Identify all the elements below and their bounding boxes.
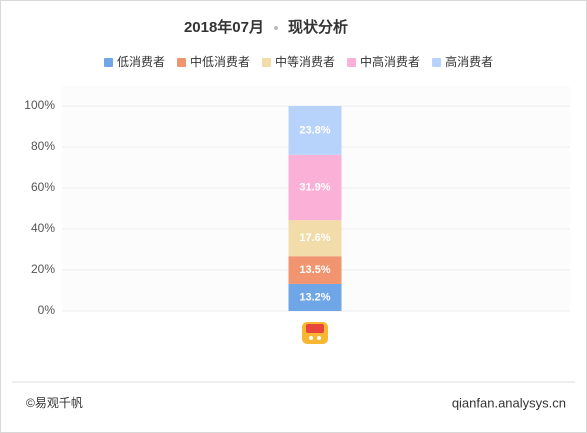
legend-swatch bbox=[347, 58, 357, 67]
bar-segment bbox=[288, 106, 342, 155]
legend: 低消费者 中低消费者 中等消费者 中高消费者 高消费者 bbox=[104, 54, 493, 69]
legend-label: 低消费者 bbox=[117, 55, 165, 69]
legend-label: 中低消费者 bbox=[190, 54, 250, 69]
value-label: 13.5% bbox=[299, 264, 330, 276]
bar-segment bbox=[288, 154, 342, 221]
legend-swatch bbox=[262, 58, 272, 67]
value-label: 13.2% bbox=[299, 291, 330, 303]
bar-segment bbox=[288, 283, 342, 311]
title-dot bbox=[274, 26, 278, 30]
y-tick-label: 60% bbox=[31, 180, 55, 194]
legend-swatch bbox=[177, 58, 187, 67]
footer-right: qianfan.analysys.cn bbox=[452, 395, 566, 410]
bar-segment bbox=[288, 256, 342, 284]
y-tick-label: 80% bbox=[31, 139, 55, 153]
legend-label: 中等消费者 bbox=[275, 54, 335, 69]
legend-swatch bbox=[432, 58, 442, 67]
chart-title: 2018年07月 bbox=[184, 18, 264, 36]
value-label: 31.9% bbox=[299, 181, 330, 193]
value-label: 23.8% bbox=[299, 124, 330, 136]
y-tick-label: 100% bbox=[24, 98, 55, 112]
legend-swatch bbox=[104, 58, 113, 67]
legend-label: 中高消费者 bbox=[360, 54, 420, 69]
y-tick-label: 20% bbox=[31, 262, 55, 276]
legend-label: 高消费者 bbox=[445, 54, 493, 69]
plot: 0% 20% 40% 60% 80% 100% 13.2% 13.5% 17.6% 31.9% 23… bbox=[24, 86, 570, 317]
y-tick-label: 40% bbox=[31, 221, 55, 235]
category-icon bbox=[302, 322, 328, 344]
value-label: 17.6% bbox=[299, 232, 330, 244]
footer-left: ©易观千帆 bbox=[26, 395, 83, 410]
bar-segment bbox=[288, 220, 342, 257]
y-tick-label: 0% bbox=[38, 303, 56, 317]
chart-subtitle: 现状分析 bbox=[288, 18, 348, 36]
